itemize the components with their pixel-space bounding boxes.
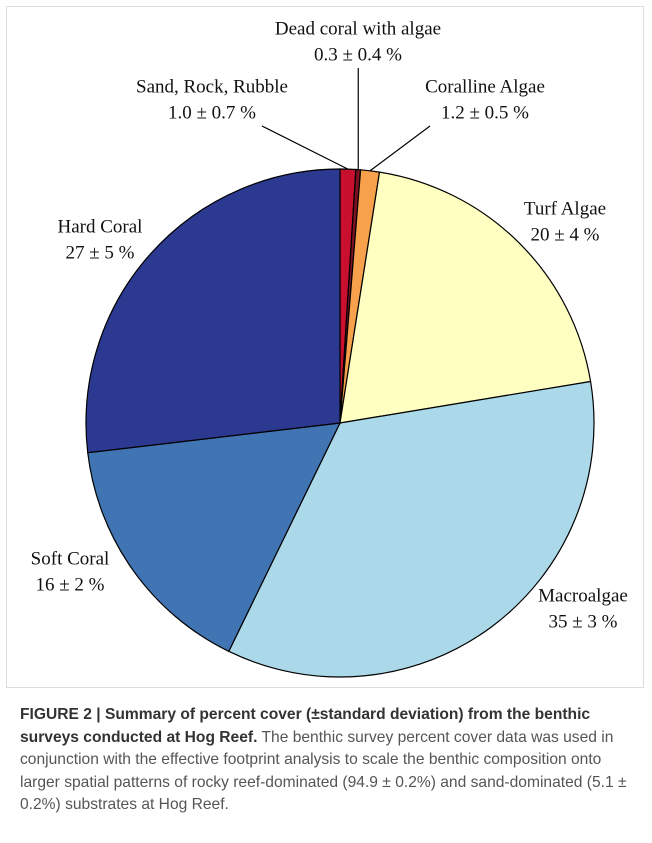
slice-label: Coralline Algae [425, 76, 545, 97]
caption-text: The benthic survey percent cover data wa… [20, 728, 627, 814]
pie-slice [85, 168, 341, 454]
figure-frame [6, 6, 644, 688]
slice-label: Hard Coral [58, 216, 143, 237]
caption: FIGURE 2 | Summary of percent cover (±st… [20, 704, 638, 817]
pie-slice [87, 422, 342, 653]
slice-label: Macroalgae [538, 585, 628, 606]
slice-label: Sand, Rock, Rubble [136, 76, 288, 97]
caption-label: FIGURE 2 | Summary of percent cover (±st… [20, 706, 591, 746]
slice-value-label: 1.2 ± 0.5 % [441, 102, 529, 123]
slice-label: Soft Coral [31, 548, 110, 569]
slice-value-label: 0.3 ± 0.4 % [314, 44, 402, 65]
slice-value-label: 16 ± 2 % [35, 574, 104, 595]
slice-value-label: 20 ± 4 % [530, 224, 599, 245]
pie-slice [227, 380, 595, 678]
slice-label: Dead coral with algae [275, 18, 441, 39]
slice-value-label: 1.0 ± 0.7 % [168, 102, 256, 123]
slice-label: Turf Algae [524, 198, 606, 219]
leader-line [261, 125, 349, 170]
leader-line [369, 125, 431, 172]
chart: Sand, Rock, Rubble 1.0 ± 0.7 % Dead coral … [31, 18, 628, 678]
slice-value-label: 35 ± 3 % [548, 611, 617, 632]
pie-slice [339, 171, 592, 424]
slice-value-label: 27 ± 5 % [65, 242, 134, 263]
